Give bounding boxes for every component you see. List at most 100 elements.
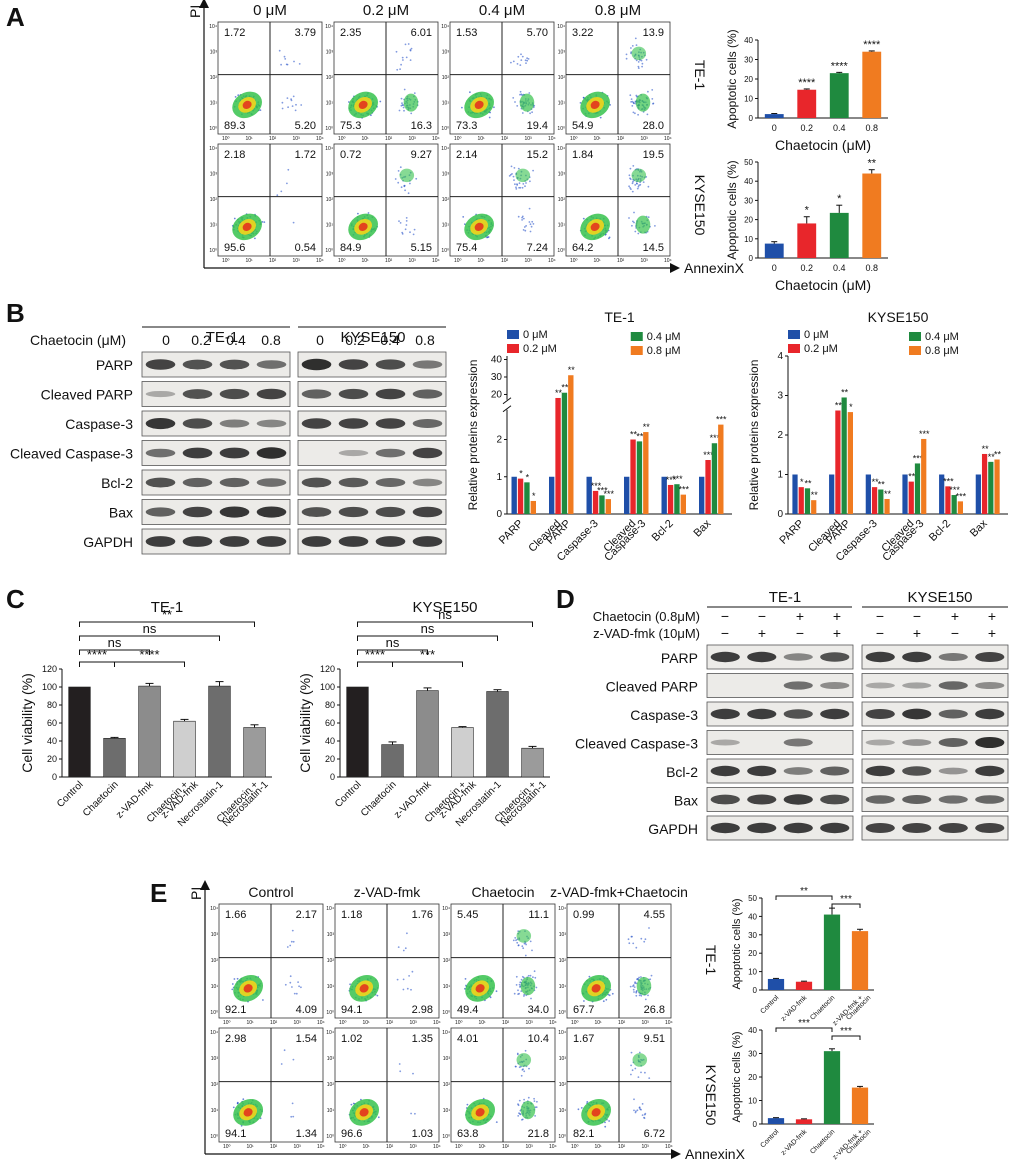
- band: [219, 388, 250, 400]
- blot-kyse150-Bax: [861, 787, 1009, 812]
- quadrant-upper-left-value: 1.67: [573, 1033, 594, 1045]
- band: [182, 536, 213, 547]
- quadrant-lower-right-value: 34.0: [528, 1004, 549, 1016]
- bar-0.4: [829, 73, 849, 118]
- event-dot: [516, 184, 519, 186]
- x-tick-label: 10³: [641, 258, 649, 264]
- x-tick-label: 10¹: [362, 258, 370, 264]
- band: [865, 708, 895, 720]
- x-tick-label: 10²: [618, 1020, 626, 1026]
- legend-label: 0 μM: [523, 329, 548, 341]
- x-tick-label: 10⁰: [338, 136, 346, 142]
- event-dot: [410, 988, 412, 991]
- event-dot: [580, 1107, 583, 1109]
- event-dot: [643, 1117, 646, 1119]
- condition-title-1: z-VAD-fmk: [354, 884, 422, 900]
- bar-Chaetocin: [103, 737, 126, 778]
- y-axis-label-pi: PI: [187, 5, 203, 18]
- bar-0.4: [829, 212, 849, 258]
- y-tick-label: 10²: [326, 75, 334, 81]
- event-dot: [642, 181, 645, 184]
- event-dot: [394, 178, 397, 180]
- quadrant-upper-left-value: 1.72: [224, 27, 245, 39]
- facs-plot-KYSE150-2: 2.14 15.2 75.4 7.24 10⁰ 10⁰ 10¹ 10¹ 10² 10² 10³ 10³…: [441, 143, 556, 264]
- treatment-label-chaetocin: Chaetocin (0.8μM): [593, 609, 700, 624]
- event-dot: [403, 109, 405, 112]
- y-tick-label: 10⁰: [442, 1134, 450, 1140]
- significance-mark: **: [804, 478, 812, 488]
- x-tick-label: Bax: [968, 517, 990, 539]
- quadrant-lower-right-value: 1.34: [296, 1128, 317, 1140]
- event-dot: [413, 228, 416, 231]
- event-dot: [414, 1112, 416, 1115]
- band: [975, 795, 1005, 804]
- event-dot: [647, 216, 650, 219]
- bracket-label: ***: [420, 647, 435, 662]
- y-tick-label: 20: [491, 389, 503, 400]
- x-tick-label: 10²: [270, 1020, 278, 1026]
- significance-mark: ***: [716, 415, 727, 425]
- event-dot: [407, 43, 410, 45]
- event-dot: [625, 57, 628, 60]
- sign-zvad: +: [988, 625, 996, 641]
- y-tick-label: 10²: [443, 1082, 451, 1088]
- legend: 0 μM 0.2 μM 0.4 μM 0.8 μM: [507, 329, 681, 357]
- density-green: [516, 1053, 532, 1067]
- legend-label: 0.8 μM: [925, 345, 959, 357]
- x-tick-label: 10²: [269, 136, 277, 142]
- quadrant-upper-right-value: 3.79: [295, 27, 316, 39]
- x-tick-label: 10²: [617, 258, 625, 264]
- significance-mark: **: [568, 365, 576, 375]
- chart-title: KYSE150: [412, 599, 477, 616]
- event-dot: [525, 225, 527, 227]
- event-dot: [521, 55, 524, 58]
- bar-0.2 μM-Cleaved Caspase-3: [908, 481, 914, 514]
- event-dot: [286, 63, 289, 66]
- quadrant-upper-left-value: 3.22: [572, 27, 593, 39]
- quadrant-upper-right-value: 1.76: [412, 909, 433, 921]
- band: [747, 794, 777, 805]
- quadrant-lower-left-value: 94.1: [341, 1004, 362, 1016]
- blot-te1-Caspase-3: [706, 701, 854, 727]
- density-red: [591, 984, 601, 993]
- event-dot: [521, 1069, 524, 1071]
- y-axis-arrowhead: [199, 0, 209, 8]
- event-dot: [530, 997, 532, 1000]
- x-tick-label: 10⁴: [665, 1020, 673, 1026]
- bar-0 μM-Caspase-3: [586, 476, 592, 514]
- event-dot: [405, 220, 408, 222]
- axis-break-mark: [502, 405, 512, 413]
- bracket-label: ***: [840, 894, 852, 905]
- event-dot: [517, 1104, 520, 1107]
- event-dot: [532, 976, 534, 979]
- band: [902, 682, 932, 689]
- western-blot-panel-d: TE-1 KYSE150 Chaetocin (0.8μM) z-VAD-fmk (1…: [575, 589, 1009, 841]
- event-dot: [469, 91, 471, 94]
- band: [783, 822, 813, 834]
- x-tick-label: 10¹: [479, 1144, 487, 1150]
- x-tick-label: 10⁴: [317, 1144, 325, 1150]
- band: [783, 767, 813, 775]
- y-tick-label: 40: [748, 1026, 757, 1035]
- event-dot: [261, 221, 264, 223]
- quadrant-upper-right-value: 2.17: [296, 909, 317, 921]
- x-tick-label: 10²: [617, 136, 625, 142]
- y-tick-label: 4: [777, 351, 783, 362]
- x-tick-label: 10²: [386, 1144, 394, 1150]
- y-tick-label: 40: [748, 912, 757, 921]
- event-dot: [289, 981, 292, 984]
- y-tick-label: 10³: [210, 50, 218, 56]
- axis-break-mark: [502, 397, 512, 405]
- event-dot: [635, 946, 638, 949]
- band: [219, 477, 250, 488]
- y-tick-label: 120: [320, 664, 335, 674]
- event-dot: [634, 982, 636, 985]
- blot-te1-GAPDH: [141, 528, 291, 555]
- band: [145, 417, 176, 430]
- blot-te1-Cleaved Caspase-3: [706, 730, 854, 755]
- event-dot: [628, 942, 631, 945]
- event-dot: [633, 986, 636, 988]
- blot-kyse150-Caspase-3: [861, 701, 1009, 727]
- event-dot: [409, 182, 411, 185]
- x-tick-label: 10²: [269, 258, 277, 264]
